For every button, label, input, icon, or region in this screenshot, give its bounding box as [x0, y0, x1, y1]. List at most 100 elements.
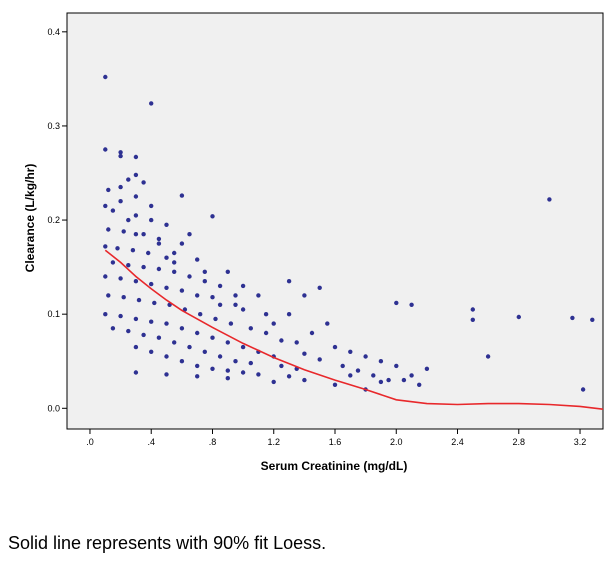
x-tick-label: 1.6	[329, 437, 342, 447]
data-point	[263, 330, 269, 336]
data-point	[195, 257, 200, 262]
data-point	[136, 297, 142, 303]
data-point	[417, 382, 422, 387]
data-point	[263, 312, 269, 317]
data-point	[317, 357, 322, 362]
data-point	[164, 321, 169, 326]
data-point	[156, 236, 162, 242]
data-point	[179, 241, 185, 246]
data-point	[187, 274, 192, 279]
data-point	[409, 302, 414, 307]
data-point	[179, 193, 185, 198]
data-point	[149, 101, 154, 106]
data-point	[172, 250, 177, 256]
data-point	[164, 372, 169, 377]
data-point	[156, 241, 162, 246]
data-point	[195, 293, 200, 298]
x-tick-label: .8	[209, 437, 217, 447]
data-point	[202, 279, 207, 284]
data-point	[118, 276, 123, 281]
data-point	[332, 344, 338, 350]
data-point	[103, 312, 108, 317]
data-point	[149, 281, 154, 287]
data-point	[217, 302, 223, 307]
data-point	[279, 363, 284, 369]
data-point	[141, 232, 146, 237]
data-point	[141, 180, 146, 185]
data-point	[149, 319, 154, 324]
x-tick-label: .4	[147, 437, 155, 447]
data-point	[363, 354, 368, 359]
data-point	[110, 208, 116, 213]
data-point	[126, 217, 131, 223]
data-point	[309, 330, 315, 336]
data-point	[133, 279, 139, 284]
data-point	[202, 349, 207, 354]
data-point	[149, 203, 154, 209]
data-point	[302, 377, 307, 383]
data-point	[118, 150, 123, 155]
data-point	[130, 248, 136, 253]
data-point	[386, 377, 391, 383]
data-point	[294, 340, 299, 345]
data-point	[103, 244, 108, 249]
data-point	[141, 332, 146, 338]
data-point	[240, 307, 246, 312]
data-point	[485, 354, 491, 359]
data-point	[179, 326, 185, 331]
data-point	[195, 330, 200, 336]
data-point	[164, 285, 169, 290]
data-point	[233, 302, 238, 307]
data-point	[217, 283, 223, 289]
data-point	[133, 316, 139, 322]
figure-caption: Solid line represents with 90% fit Loess…	[8, 533, 327, 553]
data-point	[248, 326, 253, 331]
data-point	[156, 266, 162, 272]
data-point	[103, 203, 108, 209]
data-point	[401, 377, 407, 383]
data-point	[470, 317, 475, 322]
data-point	[179, 359, 185, 364]
data-point	[103, 147, 108, 152]
data-point	[228, 321, 234, 326]
data-point	[202, 269, 207, 274]
data-point	[233, 293, 238, 298]
data-point	[355, 368, 361, 373]
plot-background	[66, 12, 604, 430]
data-point	[149, 217, 154, 223]
data-point	[580, 387, 586, 392]
data-point	[240, 283, 246, 289]
data-point	[240, 344, 246, 350]
y-tick-label: 0.1	[47, 309, 60, 319]
data-point	[146, 250, 151, 256]
data-point	[225, 376, 230, 381]
data-point	[547, 197, 552, 202]
data-point	[248, 360, 253, 366]
data-point	[187, 344, 192, 350]
data-point	[106, 227, 111, 232]
data-point	[302, 293, 307, 298]
y-tick-label: 0.4	[47, 27, 60, 37]
data-point	[179, 288, 185, 293]
data-point	[133, 344, 139, 350]
data-point	[172, 340, 177, 345]
data-point	[110, 326, 116, 331]
data-point	[256, 293, 261, 298]
data-point	[106, 293, 111, 298]
x-tick-label: 1.2	[267, 437, 280, 447]
loess-fit-line	[104, 249, 604, 410]
data-point	[590, 317, 595, 322]
data-point	[133, 172, 139, 178]
data-point	[302, 351, 307, 356]
data-point	[121, 229, 126, 234]
y-tick-label: 0.2	[47, 215, 60, 225]
data-point	[172, 260, 177, 265]
data-point	[217, 354, 223, 359]
data-point	[409, 373, 414, 378]
data-point	[164, 354, 169, 359]
data-point	[348, 373, 353, 378]
data-point	[210, 295, 215, 300]
data-point	[240, 370, 246, 375]
data-point	[103, 74, 108, 80]
data-point	[225, 269, 230, 274]
